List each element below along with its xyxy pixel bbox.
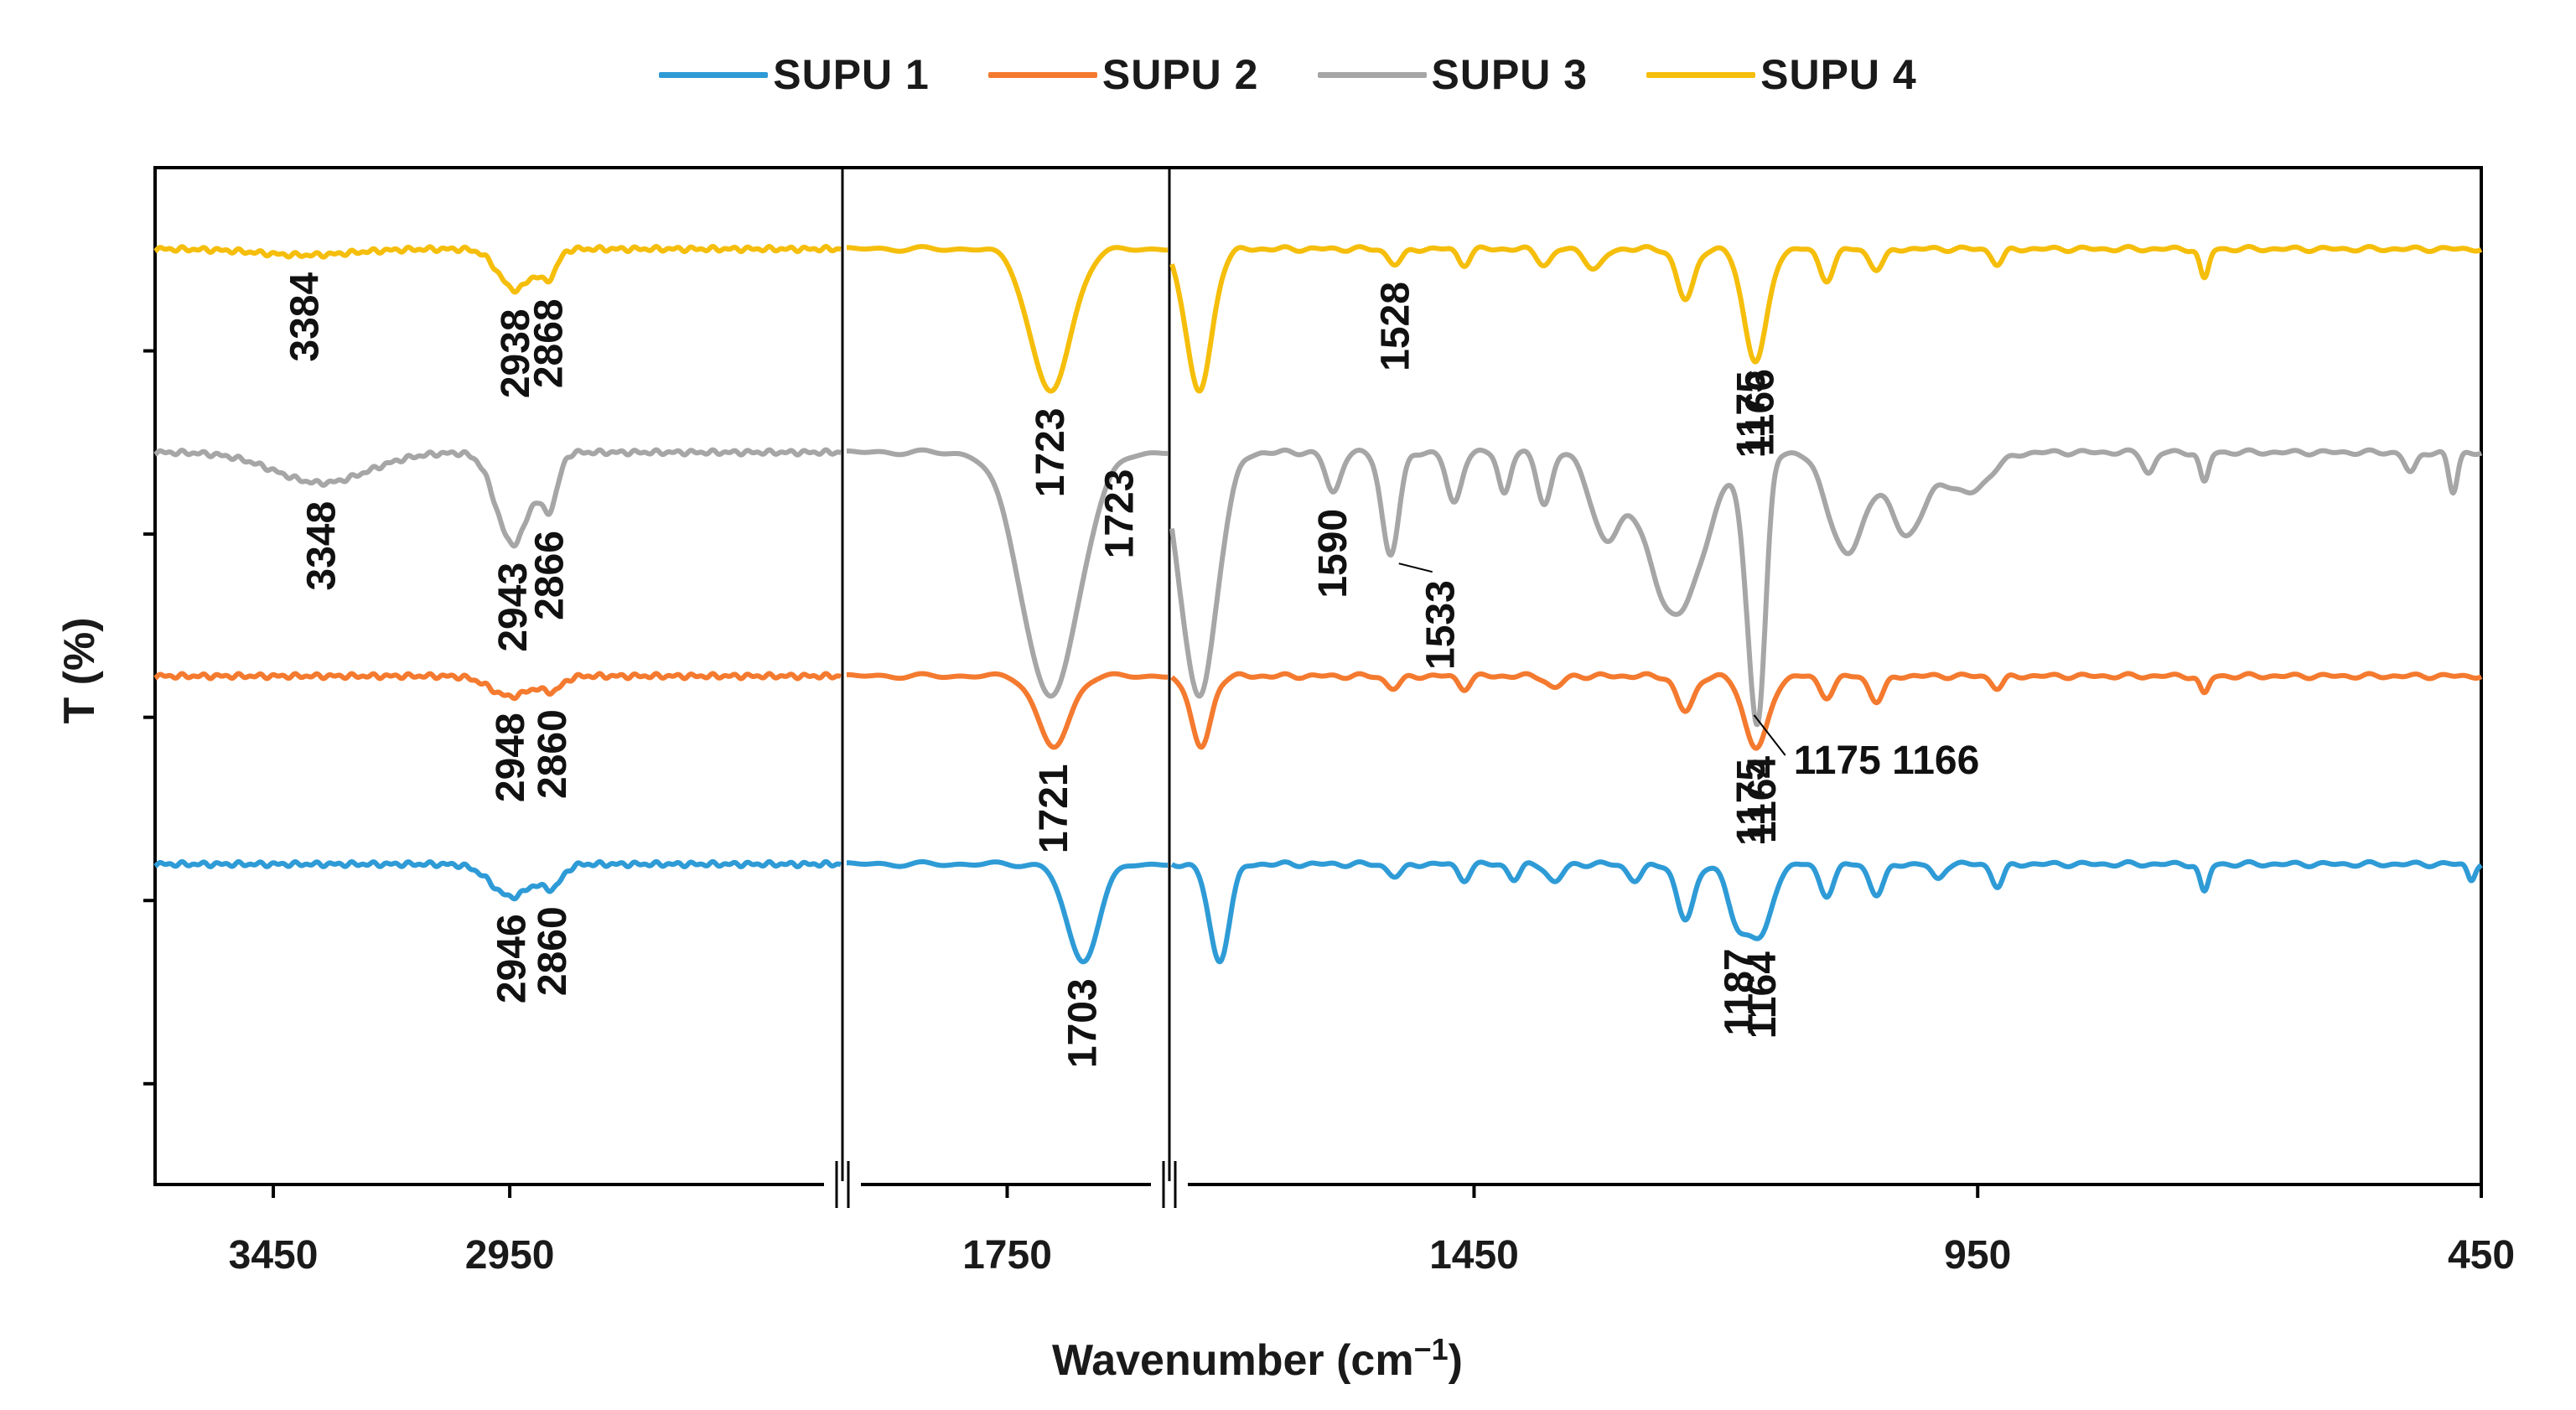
peak-label: 1164 [1740, 951, 1785, 1039]
legend-item: SUPU 1 [659, 50, 930, 99]
legend-label: SUPU 2 [1101, 51, 1259, 98]
peak-label: 2860 [531, 906, 575, 996]
peak-label: 3348 [300, 501, 345, 591]
peak-leader-line [1753, 714, 1786, 756]
legend-item: SUPU 2 [987, 50, 1259, 99]
legend-swatch [659, 71, 769, 78]
spectrum-line-supu-4 [1169, 244, 2483, 394]
spectrum-line-supu-3 [845, 447, 1169, 699]
spectrum-line-supu-1 [153, 858, 843, 902]
peak-label: 1175 1166 [1794, 739, 1980, 783]
peak-label: 1187 [1718, 948, 1762, 1035]
peak-label: 1723 [1029, 408, 1073, 498]
peak-label: 2860 [531, 709, 575, 799]
x-tick-label: 1750 [962, 1233, 1052, 1278]
spectrum-line-supu-1 [845, 859, 1169, 965]
peak-label: 2938 [494, 308, 538, 398]
x-tick-label: 1450 [1429, 1233, 1519, 1278]
axis-break-gap [824, 1181, 861, 1190]
x-tick-label: 450 [2448, 1233, 2515, 1278]
spectrum-line-supu-4 [845, 244, 1169, 394]
peak-label: 1721 [1032, 764, 1076, 853]
peak-label: 2943 [491, 562, 536, 652]
legend-swatch [1646, 71, 1756, 78]
legend-label: SUPU 4 [1760, 51, 1917, 98]
legend-swatch [1317, 71, 1427, 78]
peak-label: 2866 [528, 531, 573, 620]
axis-break-gap [1151, 1181, 1188, 1190]
spectrum-line-supu-4 [153, 244, 843, 295]
legend-label: SUPU 1 [773, 51, 930, 98]
peak-label: 1164 [1740, 756, 1785, 843]
legend-swatch [987, 71, 1097, 78]
spectrum-line-supu-1 [1170, 858, 2483, 965]
peak-label: 2948 [489, 713, 533, 802]
x-tick-label: 3450 [229, 1233, 319, 1278]
peak-label: 2868 [526, 298, 571, 388]
y-axis-title: T (%) [55, 617, 104, 723]
peak-leader-line [1398, 562, 1433, 573]
x-axis-title: Wavenumber (cm−1) [1052, 1332, 1463, 1385]
legend-label: SUPU 3 [1431, 51, 1589, 98]
peak-label: 1703 [1061, 978, 1106, 1068]
spectrum-line-supu-3 [1169, 447, 2483, 728]
peak-label: 1528 [1374, 282, 1418, 371]
x-tick-label: 2950 [465, 1233, 555, 1278]
peak-label: 1590 [1311, 509, 1355, 599]
spectrum-line-supu-3 [153, 447, 843, 549]
peak-label: 1723 [1098, 469, 1143, 559]
spectrum-line-supu-2 [1170, 671, 2483, 751]
x-tick-label: 950 [1944, 1233, 2011, 1278]
legend: SUPU 1 SUPU 2 SUPU 3 SUPU 4 [0, 37, 2576, 112]
legend-item: SUPU 4 [1646, 50, 1917, 99]
peak-label: 1166 [1739, 369, 1783, 456]
peak-label: 2946 [490, 914, 534, 1003]
spectrum-line-supu-2 [153, 671, 843, 702]
legend-item: SUPU 3 [1317, 50, 1589, 99]
peak-label: 1175 [1729, 371, 1774, 458]
peak-label: 1533 [1419, 580, 1464, 670]
peak-label: 1175 [1729, 759, 1774, 846]
peak-label: 3384 [282, 272, 327, 361]
spectrum-line-supu-2 [845, 671, 1169, 750]
